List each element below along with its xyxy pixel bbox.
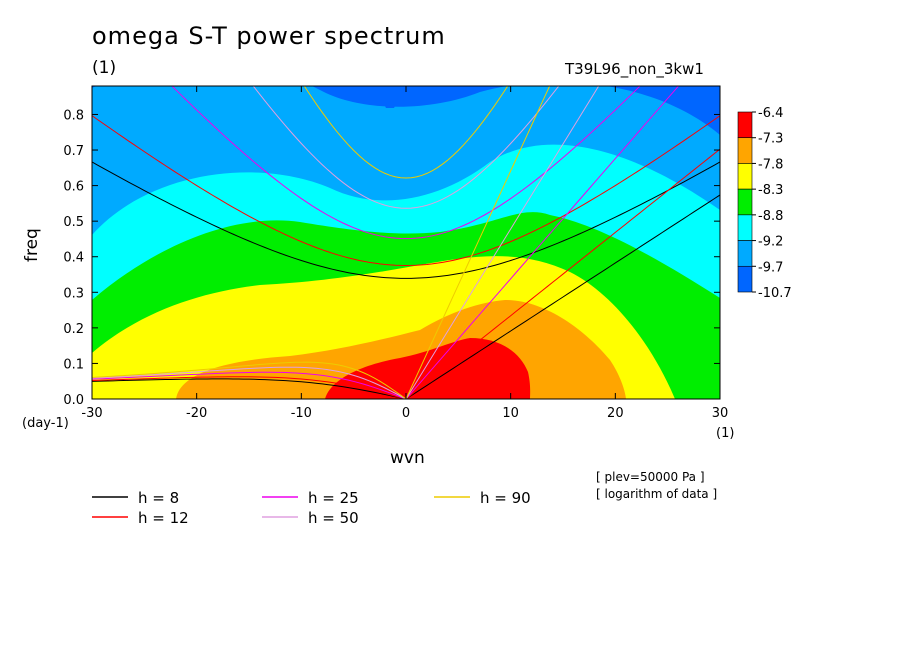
inertia-gravity-curve — [92, 115, 720, 266]
rossby-curve — [92, 361, 407, 399]
legend-label: h = 12 — [138, 509, 189, 527]
rossby-curve — [92, 366, 407, 399]
rossby-curve — [92, 378, 407, 399]
y-tick-label: 0.6 — [63, 180, 84, 195]
y-tick-label: 0.1 — [63, 357, 84, 372]
title-units: (1) — [92, 58, 117, 78]
kelvin-curve — [405, 86, 600, 399]
legend-label: h = 50 — [308, 509, 359, 527]
colorbar-label: -10.7 — [758, 286, 792, 301]
blob-6-4 — [384, 104, 396, 108]
colorbar-swatch — [737, 265, 753, 293]
colorbar-swatch — [737, 137, 753, 164]
legend-label: h = 25 — [308, 489, 359, 507]
x-tick-label: 0 — [402, 406, 410, 421]
note-log: [ logarithm of data ] — [596, 487, 718, 501]
y-axis-units: (day-1) — [22, 416, 69, 431]
x-axis-label: wvn — [390, 448, 425, 468]
y-tick-label: 0.0 — [63, 393, 84, 408]
x-tick-label: -30 — [81, 406, 102, 421]
y-tick-label: 0.5 — [63, 215, 84, 230]
y-tick-label: 0.4 — [63, 251, 84, 266]
kelvin-curve — [405, 86, 551, 399]
colorbar-swatch — [737, 240, 753, 267]
colorbar-label: -7.3 — [758, 132, 783, 147]
y-tick-label: 0.2 — [63, 322, 84, 337]
x-tick-label: 10 — [502, 406, 519, 421]
x-tick-label: 30 — [712, 406, 729, 421]
inertia-gravity-curve — [303, 86, 509, 179]
colorbar-label: -8.8 — [758, 209, 783, 224]
rossby-curve — [92, 376, 407, 399]
rossby-curve — [92, 371, 407, 399]
colorbar-label: -8.3 — [758, 183, 783, 198]
y-tick-label: 0.8 — [63, 108, 84, 123]
inertia-gravity-curve — [92, 161, 720, 279]
colorbar-label: -9.2 — [758, 235, 783, 250]
run-label: T39L96_non_3kw1 — [565, 60, 704, 78]
colorbar-label: -9.7 — [758, 260, 783, 275]
inertia-gravity-curve — [252, 86, 560, 209]
x-tick-label: -20 — [186, 406, 207, 421]
x-axis-units: (1) — [716, 426, 735, 441]
x-tick-label: -10 — [291, 406, 312, 421]
colorbar-swatch — [737, 111, 753, 139]
kelvin-curve — [405, 194, 720, 399]
colorbar-swatch — [737, 163, 753, 190]
kelvin-curve — [405, 148, 720, 399]
legend-label: h = 8 — [138, 489, 179, 507]
colorbar-label: -6.4 — [758, 106, 783, 121]
inertia-gravity-curve — [171, 86, 641, 240]
y-tick-label: 0.7 — [63, 144, 84, 159]
colorbar-label: -7.8 — [758, 157, 783, 172]
legend-label: h = 90 — [480, 489, 531, 507]
colorbar-swatch — [737, 188, 753, 216]
spectrum-field — [92, 86, 720, 399]
y-tick-label: 0.3 — [63, 286, 84, 301]
note-plev: [ plev=50000 Pa ] — [596, 470, 705, 484]
kelvin-curve — [405, 86, 680, 399]
colorbar-swatch — [737, 214, 753, 241]
x-tick-label: 20 — [607, 406, 624, 421]
chart-title: omega S-T power spectrum — [92, 22, 446, 50]
